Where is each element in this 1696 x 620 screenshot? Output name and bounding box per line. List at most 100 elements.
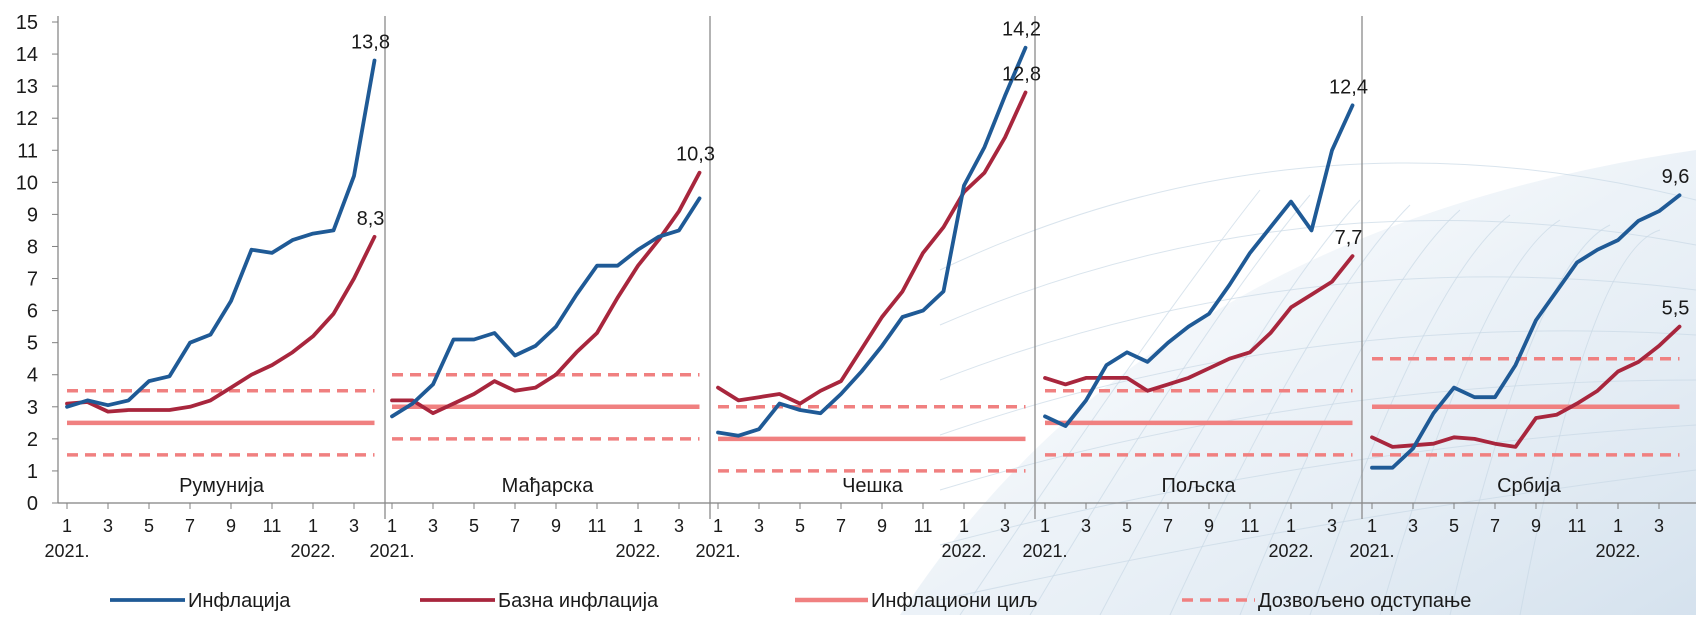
x-tick-label: 9 xyxy=(226,516,236,536)
x-tick-label: 1 xyxy=(308,516,318,536)
x-tick-label: 1 xyxy=(1040,516,1050,536)
globe-meridian xyxy=(1239,209,1461,616)
panel-name: Србија xyxy=(1497,475,1562,497)
legend-label-inflation: Инфлација xyxy=(188,590,291,612)
core-inflation-line xyxy=(1043,254,1355,393)
data-label: 8,3 xyxy=(357,208,385,230)
x-tick-label: 3 xyxy=(428,516,438,536)
year-label: 2021. xyxy=(369,541,414,561)
panel-name: Румунија xyxy=(179,475,265,497)
globe-parallel xyxy=(939,276,1696,381)
legend-label-tolerance: Дозвољено одступање xyxy=(1258,590,1471,612)
x-tick-label: 11 xyxy=(1241,516,1260,536)
x-tick-label: 11 xyxy=(263,516,282,536)
data-label: 5,5 xyxy=(1662,298,1690,320)
x-tick-label: 1 xyxy=(62,516,72,536)
x-tick-label: 3 xyxy=(1408,516,1418,536)
globe-meridian xyxy=(1099,199,1361,616)
x-tick-label: 1 xyxy=(1367,516,1377,536)
globe-meridian xyxy=(1029,194,1311,616)
x-tick-label: 3 xyxy=(1081,516,1091,536)
y-tick-label: 1 xyxy=(27,461,38,483)
x-tick-label: 7 xyxy=(1490,516,1500,536)
globe-parallel xyxy=(939,162,1696,271)
year-label: 2021. xyxy=(1349,541,1394,561)
data-label: 13,8 xyxy=(351,31,390,53)
data-label: 12,4 xyxy=(1329,76,1368,98)
legend-label-core: Базна инфлација xyxy=(498,590,659,612)
x-tick-label: 9 xyxy=(551,516,561,536)
y-tick-label: 7 xyxy=(27,269,38,291)
data-label: 12,8 xyxy=(1002,64,1041,86)
inflation-line xyxy=(716,45,1028,438)
inflation-line xyxy=(1370,193,1682,470)
y-tick-label: 2 xyxy=(27,429,38,451)
globe-parallel xyxy=(939,379,1696,491)
core-inflation-line xyxy=(716,90,1028,406)
y-tick-label: 0 xyxy=(27,493,38,515)
x-tick-label: 1 xyxy=(713,516,723,536)
x-tick-label: 3 xyxy=(1000,516,1010,536)
x-tick-label: 11 xyxy=(914,516,933,536)
y-tick-label: 9 xyxy=(27,204,38,226)
y-tick-label: 5 xyxy=(27,333,38,355)
x-tick-label: 3 xyxy=(754,516,764,536)
inflation-line xyxy=(390,196,702,419)
y-tick-label: 15 xyxy=(16,12,38,34)
year-label: 2022. xyxy=(941,541,986,561)
x-tick-label: 9 xyxy=(1204,516,1214,536)
x-tick-label: 7 xyxy=(836,516,846,536)
x-tick-label: 7 xyxy=(510,516,520,536)
x-tick-label: 7 xyxy=(1163,516,1173,536)
x-tick-label: 1 xyxy=(1613,516,1623,536)
globe-parallel xyxy=(939,424,1696,546)
y-tick-label: 13 xyxy=(16,76,38,98)
panel-name: Чешка xyxy=(842,475,904,497)
globe-meridian xyxy=(1449,224,1611,616)
x-tick-label: 3 xyxy=(349,516,359,536)
x-tick-label: 5 xyxy=(1122,516,1132,536)
x-tick-label: 5 xyxy=(144,516,154,536)
globe-parallel xyxy=(939,330,1696,436)
legend-label-target: Инфлациони циљ xyxy=(871,590,1038,612)
x-tick-label: 1 xyxy=(633,516,643,536)
x-tick-label: 1 xyxy=(1286,516,1296,536)
globe-meridian xyxy=(1379,219,1561,616)
y-tick-label: 6 xyxy=(27,301,38,323)
data-label: 7,7 xyxy=(1335,227,1363,249)
data-label: 10,3 xyxy=(676,144,715,166)
y-tick-label: 14 xyxy=(16,44,38,66)
inflation-line xyxy=(65,58,377,409)
x-tick-label: 3 xyxy=(103,516,113,536)
year-label: 2022. xyxy=(290,541,335,561)
globe-parallel xyxy=(939,469,1696,601)
year-label: 2022. xyxy=(1268,541,1313,561)
x-tick-label: 7 xyxy=(185,516,195,536)
x-tick-label: 9 xyxy=(1531,516,1541,536)
x-tick-label: 3 xyxy=(1654,516,1664,536)
year-label: 2022. xyxy=(1595,541,1640,561)
globe-meridian xyxy=(1169,204,1411,616)
x-tick-label: 3 xyxy=(674,516,684,536)
x-tick-label: 9 xyxy=(877,516,887,536)
year-label: 2021. xyxy=(1022,541,1067,561)
globe-meridian xyxy=(959,189,1261,616)
x-tick-label: 11 xyxy=(1568,516,1587,536)
core-inflation-line xyxy=(65,234,377,414)
legend: Инфлација Базна инфлација Инфлациони циљ До… xyxy=(110,590,1471,612)
data-label: 9,6 xyxy=(1662,166,1690,188)
globe-shape xyxy=(900,150,1696,615)
x-tick-label: 5 xyxy=(795,516,805,536)
year-label: 2022. xyxy=(615,541,660,561)
y-tick-label: 4 xyxy=(27,365,38,387)
year-label: 2021. xyxy=(695,541,740,561)
globe-meridian xyxy=(1309,214,1511,616)
